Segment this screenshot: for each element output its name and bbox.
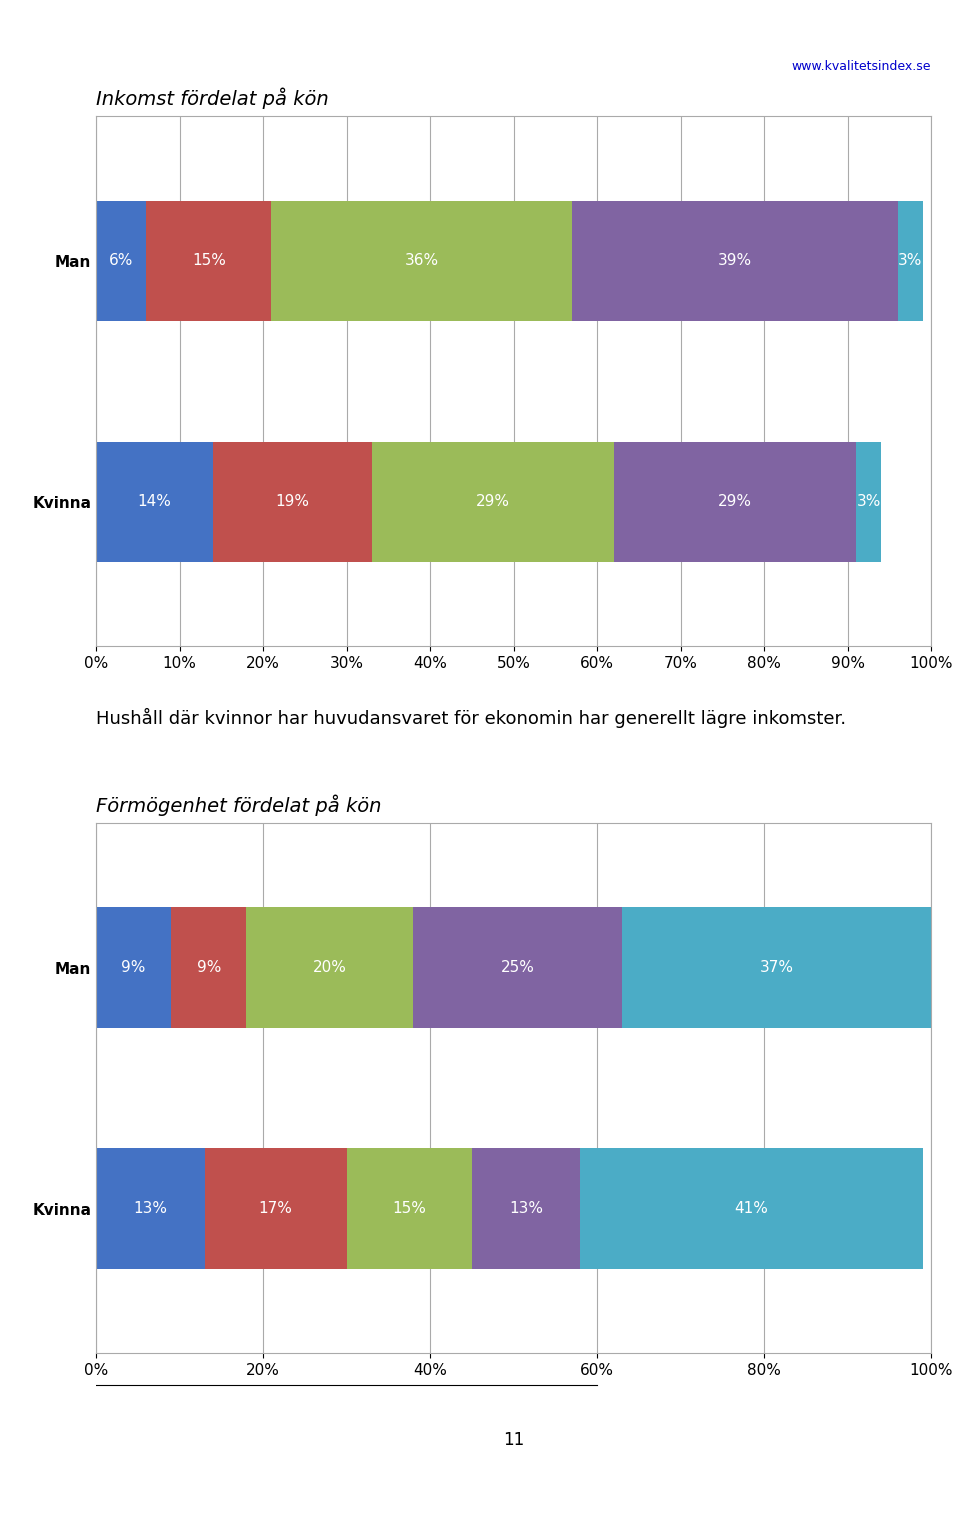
Bar [347, 1149, 472, 1269]
Bar [213, 442, 372, 562]
Bar [171, 907, 247, 1028]
Text: 17%: 17% [258, 1201, 293, 1216]
Text: Förmögenhet fördelat på kön: Förmögenhet fördelat på kön [96, 795, 381, 816]
Bar [272, 201, 572, 321]
Bar [96, 907, 171, 1028]
Text: Inkomst fördelat på kön: Inkomst fördelat på kön [96, 88, 328, 109]
Text: 29%: 29% [718, 494, 752, 509]
Bar [572, 201, 898, 321]
Text: 20%: 20% [313, 961, 347, 976]
Text: 13%: 13% [509, 1201, 543, 1216]
Bar [472, 1149, 581, 1269]
Text: 9%: 9% [121, 961, 146, 976]
Text: 25%: 25% [501, 961, 535, 976]
Text: 29%: 29% [476, 494, 510, 509]
Bar [414, 907, 622, 1028]
Bar [372, 442, 613, 562]
Text: 9%: 9% [197, 961, 221, 976]
Text: 3%: 3% [856, 494, 880, 509]
Bar [581, 1149, 923, 1269]
Bar [96, 1149, 204, 1269]
Text: Hushåll där kvinnor har huvudansvaret för ekonomin har generellt lägre inkomster: Hushåll där kvinnor har huvudansvaret fö… [96, 708, 846, 728]
Text: 6%: 6% [108, 254, 133, 269]
Legend: Under 200.000 kr per år, 201.000 -300.000 kr per år, 301.000 – 500.000 kr per år: Under 200.000 kr per år, 201.000 -300.00… [104, 860, 859, 915]
Bar [247, 907, 414, 1028]
Bar [622, 907, 931, 1028]
Bar [146, 201, 272, 321]
Bar [204, 1149, 347, 1269]
Text: 15%: 15% [393, 1201, 426, 1216]
Bar [856, 442, 881, 562]
Text: www.kvalitetsindex.se: www.kvalitetsindex.se [792, 59, 931, 73]
Bar [96, 201, 146, 321]
Bar [898, 201, 923, 321]
Text: 15%: 15% [192, 254, 226, 269]
Text: 19%: 19% [276, 494, 309, 509]
Text: 36%: 36% [405, 254, 439, 269]
Bar [613, 442, 856, 562]
Text: 39%: 39% [718, 254, 752, 269]
Text: 37%: 37% [759, 961, 794, 976]
Text: 3%: 3% [899, 254, 923, 269]
Bar [96, 442, 213, 562]
Text: 13%: 13% [133, 1201, 167, 1216]
Text: 14%: 14% [137, 494, 172, 509]
Text: 11: 11 [503, 1430, 524, 1449]
Text: 41%: 41% [734, 1201, 769, 1216]
